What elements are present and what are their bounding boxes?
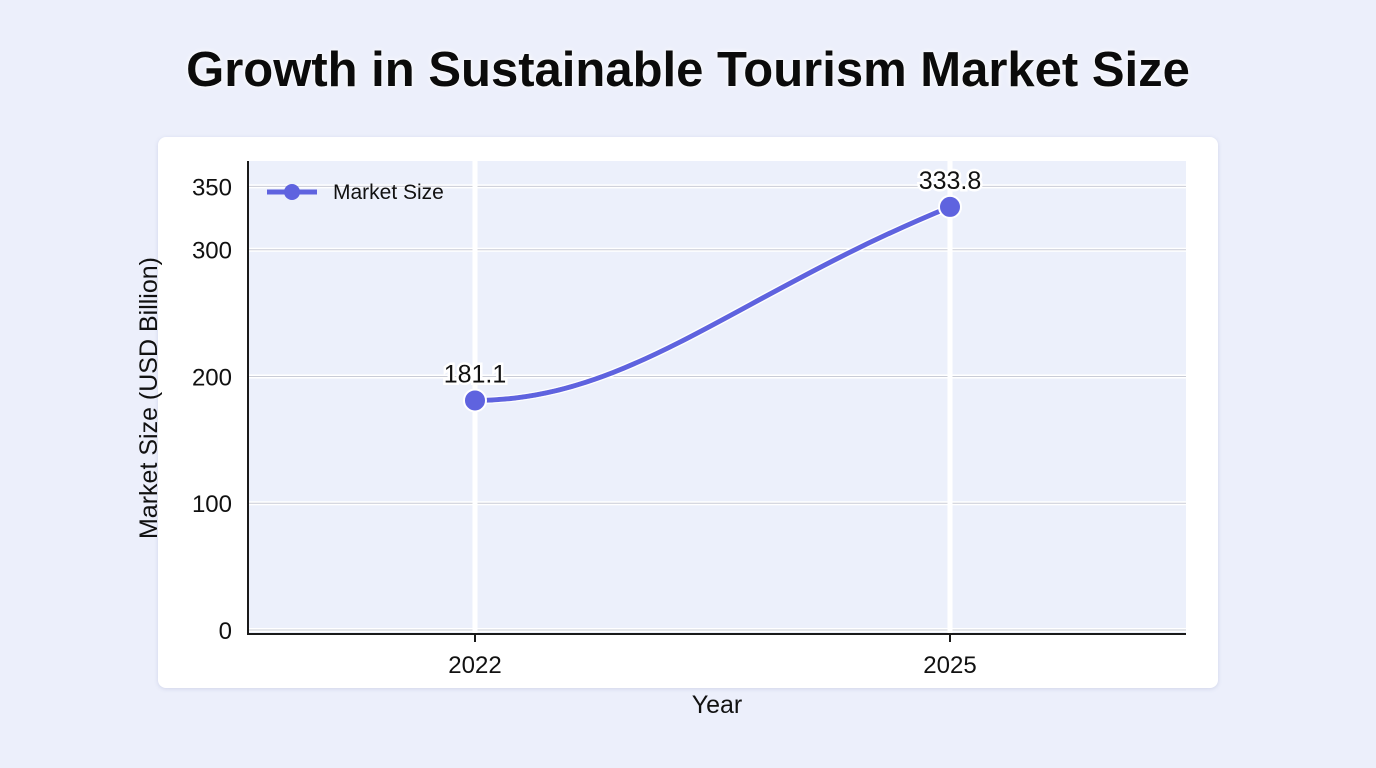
x-tick-label-2025: 2025 — [923, 652, 976, 679]
chart-title: Growth in Sustainable Tourism Market Siz… — [186, 43, 1190, 97]
data-points — [463, 194, 962, 413]
legend: Market Size — [267, 181, 444, 204]
y-tick-label-200: 200 — [192, 364, 232, 391]
x-axis-title: Year — [692, 691, 743, 719]
legend-marker — [284, 184, 300, 200]
data-label-2025: 333.8 — [919, 167, 982, 195]
y-tick-label-300: 300 — [192, 238, 232, 265]
data-point-2022 — [463, 388, 487, 413]
data-point-2025 — [938, 194, 962, 219]
y-gridlines — [248, 184, 1186, 632]
series-line-market-size — [472, 204, 953, 403]
y-tick-labels: 0 100 200 300 350 — [192, 174, 232, 645]
legend-label: Market Size — [333, 181, 444, 204]
data-label-2022: 181.1 — [444, 360, 507, 388]
x-tick-labels: 2022 2025 — [448, 652, 976, 679]
y-axis-title: Market Size (USD Billion) — [135, 257, 163, 539]
y-tick-label-0: 0 — [219, 618, 232, 645]
x-tick-label-2022: 2022 — [448, 652, 501, 679]
plot-area — [248, 161, 1186, 633]
y-tick-label-350: 350 — [192, 174, 232, 201]
y-tick-label-100: 100 — [192, 491, 232, 518]
data-labels: 181.1 333.8 — [441, 164, 984, 391]
